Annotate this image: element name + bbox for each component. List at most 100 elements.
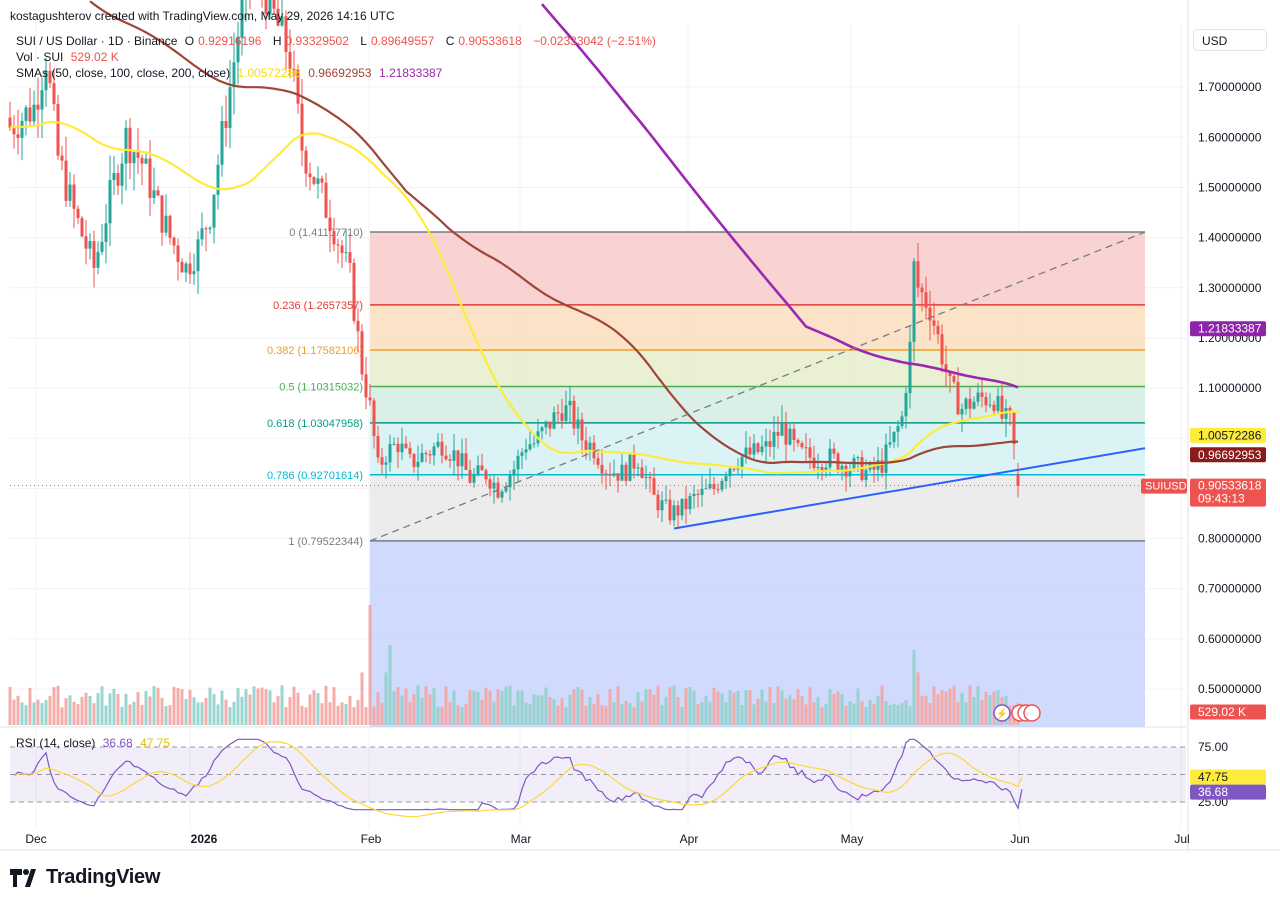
candle-body	[172, 237, 176, 246]
volume-bar	[72, 701, 76, 725]
volume-bar	[820, 707, 824, 725]
volume-bar	[412, 694, 416, 725]
volume-bar	[564, 707, 568, 725]
candle-body	[388, 443, 392, 463]
fib-zone	[370, 386, 1145, 423]
candle-body	[324, 182, 328, 218]
volume-bar	[136, 691, 140, 725]
volume-bar	[736, 691, 740, 725]
price-tick-label: 0.50000000	[1198, 682, 1262, 696]
symbol-legend[interactable]: SUI / US Dollar · 1D · Binance O 0.929161…	[16, 34, 660, 48]
candle-body	[520, 452, 524, 456]
volume-bar	[668, 687, 672, 725]
volume-bar	[304, 707, 308, 725]
candle-body	[444, 455, 448, 460]
volume-bar	[732, 692, 736, 725]
candle-body	[56, 104, 60, 156]
currency-button[interactable]: USD	[1193, 29, 1267, 51]
candle-body	[904, 393, 908, 417]
volume-bar	[592, 704, 596, 725]
tradingview-logo[interactable]: TradingView	[10, 866, 160, 889]
candle-body	[416, 461, 420, 467]
fib-level-label: 0.618 (1.03047958)	[267, 418, 363, 430]
tradingview-wordmark: TradingView	[46, 866, 161, 888]
candle-body	[352, 262, 356, 321]
volume-bar	[608, 689, 612, 725]
candle-body	[580, 419, 584, 441]
volume-bar	[856, 688, 860, 725]
candle-body	[432, 446, 436, 456]
ohlc-change: −0.02333042 (−2.51%)	[533, 34, 656, 48]
time-tick-label: Jun	[1010, 832, 1029, 846]
volume-bar	[68, 695, 72, 725]
volume-bar	[444, 686, 448, 725]
volume-bar	[264, 689, 268, 725]
candle-body	[516, 455, 520, 470]
candle-body	[120, 163, 124, 186]
volume-bar	[752, 704, 756, 725]
candle-body	[140, 157, 144, 164]
trendlines[interactable]: ⚡	[10, 231, 1186, 722]
volume-bar	[160, 697, 164, 725]
candle-body	[908, 341, 912, 394]
sma200-value: 1.21833387	[378, 66, 443, 80]
candle-body	[128, 127, 132, 164]
candle-body	[28, 107, 32, 122]
symbol-tag-bg	[1141, 478, 1187, 494]
volume-bar	[512, 705, 516, 725]
volume-bar	[88, 695, 92, 725]
volume-bar	[876, 695, 880, 725]
candle-body	[760, 446, 764, 452]
volume-bar	[448, 701, 452, 725]
time-tick-label: 2026	[191, 832, 218, 846]
sma-label: SMAs (50, close, 100, close, 200, close)	[16, 66, 231, 80]
candle-body	[220, 121, 224, 165]
volume-bar	[844, 705, 848, 725]
candle-body	[1012, 412, 1016, 444]
volume-bar	[172, 686, 176, 725]
volume-bar	[60, 707, 64, 725]
volume-bar	[128, 704, 132, 725]
candle-body	[48, 70, 52, 84]
volume-bar	[192, 697, 196, 725]
volume-bar	[456, 705, 460, 725]
sma200-price-label: 1.21833387	[1198, 322, 1262, 336]
sma-legend[interactable]: SMAs (50, close, 100, close, 200, close)…	[16, 66, 446, 80]
candle-body	[984, 396, 988, 406]
volume-bar	[428, 694, 432, 725]
candle-body	[320, 178, 324, 183]
candle-body	[312, 177, 316, 184]
tradingview-logo-icon	[10, 868, 36, 887]
fibonacci-retracement[interactable]: 0 (1.41107710) 0.236 (1.2657357) 0.382 (1.…	[267, 227, 1145, 727]
candle-body	[548, 421, 552, 429]
price-tick-label: 0.80000000	[1198, 532, 1262, 546]
volume-bar	[872, 704, 876, 725]
candle-body	[44, 70, 48, 91]
volume-bar	[300, 705, 304, 725]
volume-bar	[148, 696, 152, 725]
fib-level-label: 0 (1.41107710)	[289, 227, 363, 239]
candle-body	[180, 261, 184, 273]
candle-body	[528, 444, 532, 450]
candle-body	[428, 454, 432, 456]
candle-body	[744, 447, 748, 457]
volume-bar	[824, 703, 828, 725]
candle-body	[88, 241, 92, 249]
candle-body	[104, 223, 108, 242]
volume-bar	[688, 687, 692, 725]
volume-bar	[552, 699, 556, 725]
volume-bar	[416, 685, 420, 725]
volume-legend[interactable]: Vol · SUI 529.02 K	[16, 50, 123, 64]
volume-bar	[260, 687, 264, 725]
volume-bar	[968, 685, 972, 725]
rsi-legend[interactable]: RSI (14, close) 36.68 47.75	[16, 736, 174, 750]
candle-body	[856, 457, 860, 459]
volume-bar	[536, 695, 540, 725]
lightning-icon	[993, 704, 1011, 722]
candle-body	[564, 405, 568, 421]
candle-body	[196, 239, 200, 272]
volume-bar	[980, 700, 984, 725]
candle-body	[228, 87, 232, 128]
candle-body	[464, 453, 468, 470]
